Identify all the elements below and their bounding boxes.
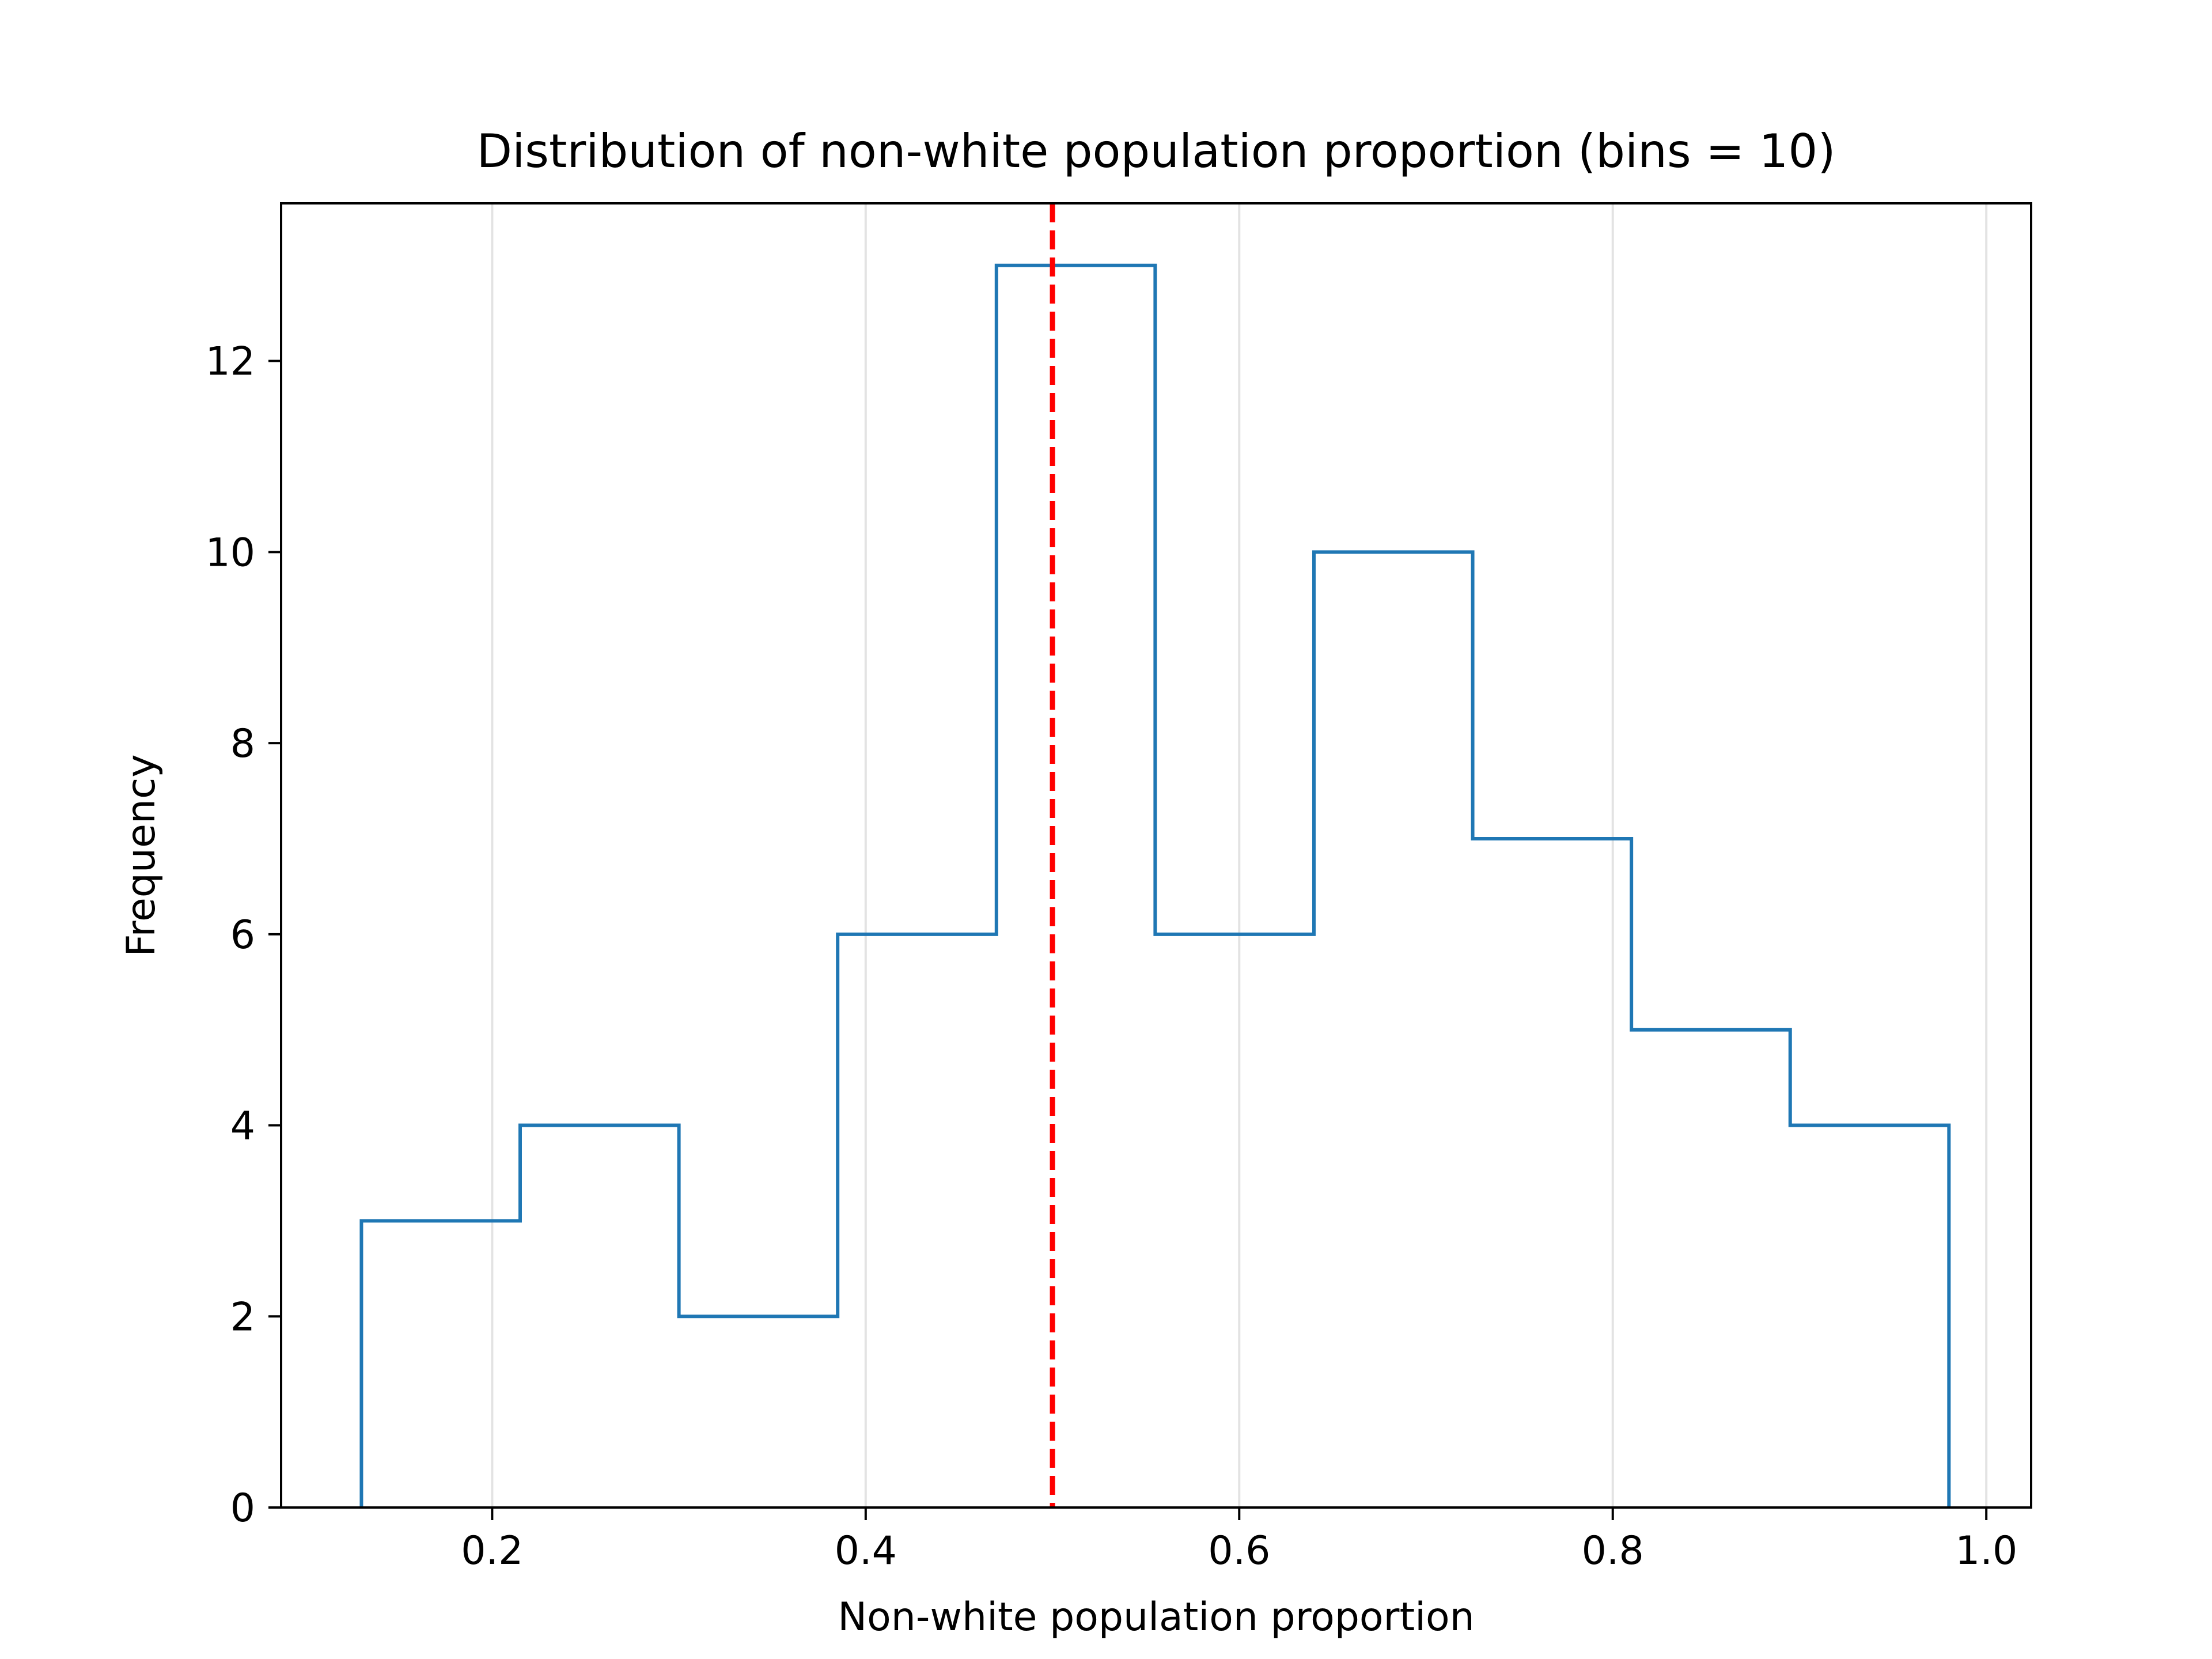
x-tick-layer: 0.2 0.4 0.6 0.8 1.0 [461,1508,2017,1574]
y-tick-layer: 0 2 4 6 8 10 12 [205,339,281,1531]
histogram-bin-9 [1790,1126,1949,1508]
y-tick-label-2: 4 [230,1104,255,1149]
chart-title: Distribution of non-white population pro… [476,124,1835,178]
x-tick-label-0: 0.2 [461,1528,523,1574]
histogram-bin-7 [1473,839,1632,1508]
y-axis-label: Frequency [119,754,164,956]
x-axis-label: Non-white population proportion [838,1594,1475,1640]
histogram-bin-2 [679,1316,838,1508]
plot-frame [280,202,2032,1509]
x-tick-label-3: 0.8 [1582,1528,1644,1574]
x-tick-label-2: 0.6 [1208,1528,1270,1574]
histogram-bin-5 [1155,934,1314,1508]
y-tick-label-1: 2 [230,1294,255,1340]
histogram-bin-4 [997,266,1156,1508]
x-tick-label-4: 1.0 [1955,1528,2017,1574]
grid-layer [491,203,1988,1508]
y-tick-label-6: 12 [205,339,255,385]
series-layer [359,263,1951,1508]
histogram-bin-1 [520,1126,679,1508]
y-tick-label-5: 10 [205,530,255,575]
histogram-bin-0 [361,1221,520,1508]
y-tick-label-3: 6 [230,912,255,958]
histogram-bin-3 [838,934,997,1508]
histogram-bin-6 [1314,552,1473,1508]
y-tick-label-0: 0 [230,1486,255,1531]
histogram-step-outline [359,263,1951,1508]
x-tick-label-1: 0.4 [835,1528,897,1574]
histogram-bin-8 [1631,1030,1790,1508]
y-tick-label-4: 8 [230,721,255,767]
